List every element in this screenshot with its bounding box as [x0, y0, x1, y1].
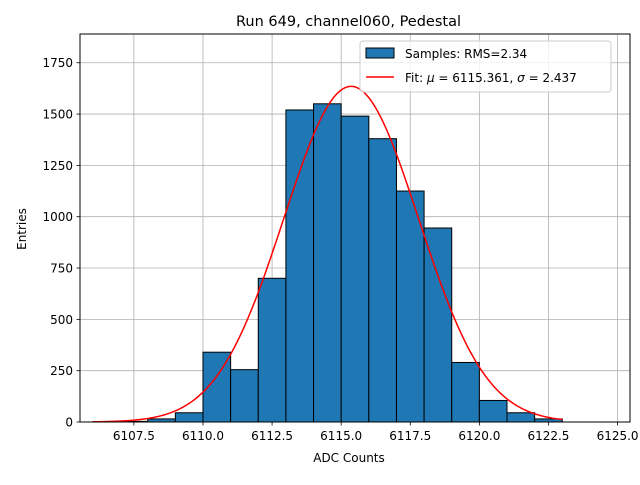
x-tick-label: 6125.0 — [597, 429, 639, 443]
legend-fit-label: Fit: μ = 6115.361, σ = 2.437 — [405, 71, 577, 85]
x-tick-label: 6107.5 — [113, 429, 155, 443]
y-tick-label: 750 — [50, 262, 73, 276]
y-tick-label: 1500 — [42, 108, 73, 122]
y-tick-label: 0 — [65, 416, 73, 430]
legend-fit-mu-symbol: μ — [426, 71, 435, 85]
histogram-bar — [174, 412, 204, 423]
plot-frame — [79, 33, 631, 423]
histogram-bar — [257, 277, 287, 423]
x-tick-label: 6115.0 — [320, 429, 362, 443]
x-tick-label: 6122.5 — [527, 429, 569, 443]
legend: Samples: RMS=2.34 Fit: μ = 6115.361, σ =… — [359, 40, 612, 93]
y-axis-ticks: 0 250 500 750 1000 1250 1500 1750 — [42, 56, 80, 430]
y-axis-label: Entries — [15, 208, 29, 250]
y-tick-label: 250 — [50, 364, 73, 378]
legend-box — [359, 40, 612, 93]
legend-samples-label: Samples: RMS=2.34 — [405, 47, 527, 61]
legend-fit-sigma-value: = 2.437 — [525, 71, 577, 85]
x-tick-label: 6112.5 — [251, 429, 293, 443]
chart-title: Run 649, channel060, Pedestal — [236, 14, 461, 30]
gaussian-fit-line — [92, 85, 563, 423]
x-tick-label: 6120.0 — [458, 429, 500, 443]
y-tick-label: 1250 — [42, 159, 73, 173]
histogram-bar — [340, 115, 370, 423]
y-tick-label: 1750 — [42, 56, 73, 70]
legend-fit-mu-value: = 6115.361, — [435, 71, 518, 85]
x-tick-label: 6117.5 — [389, 429, 431, 443]
y-tick-label: 1000 — [42, 210, 73, 224]
histogram-bar — [230, 369, 259, 423]
histogram-bar — [478, 399, 508, 423]
x-axis-ticks: 6107.5 6110.0 6112.5 6115.0 6117.5 6120.0 6122… — [113, 422, 639, 443]
histogram-bar — [368, 138, 397, 423]
y-tick-label: 500 — [50, 313, 73, 327]
histogram-bar — [423, 227, 453, 423]
histogram-bar — [451, 361, 480, 423]
x-axis-label: ADC Counts — [313, 451, 385, 465]
histogram-bar — [395, 190, 425, 423]
histogram-bar — [506, 412, 536, 423]
fit-curve-layer — [92, 85, 563, 423]
legend-fit-sigma-symbol: σ — [517, 71, 525, 85]
histogram-bar — [285, 109, 315, 423]
x-tick-label: 6110.0 — [182, 429, 224, 443]
legend-samples-swatch — [365, 47, 395, 59]
histogram-bars — [119, 103, 563, 423]
histogram-bar — [313, 103, 342, 423]
legend-fit-prefix: Fit: — [405, 71, 427, 85]
